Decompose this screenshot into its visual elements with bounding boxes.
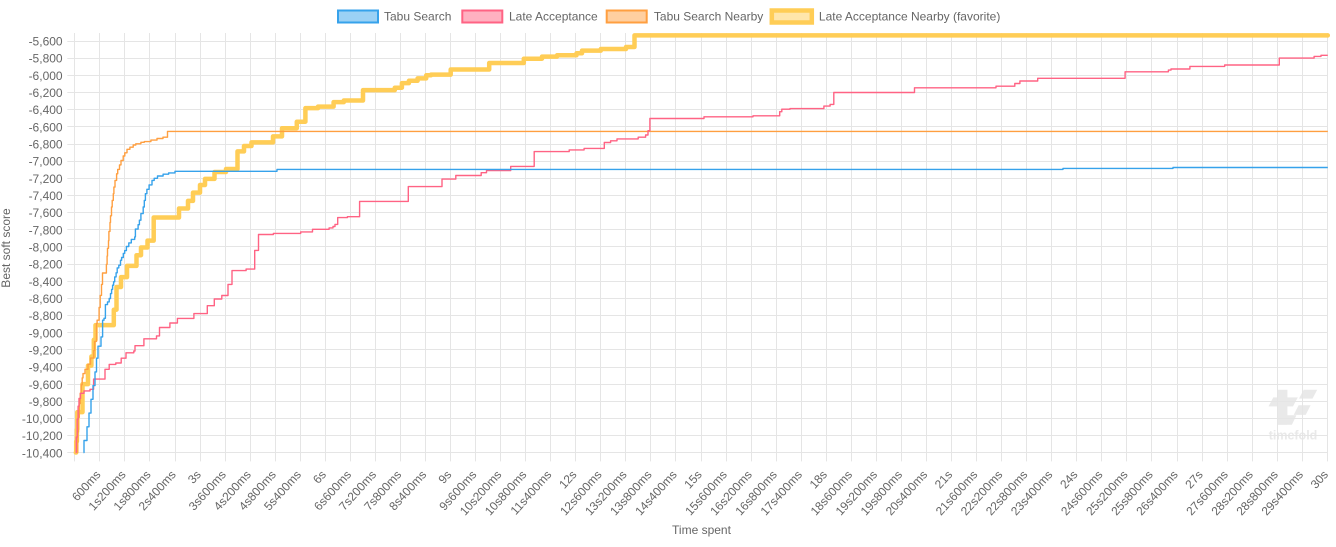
svg-text:-8,600: -8,600 <box>29 292 63 306</box>
svg-text:-6,200: -6,200 <box>29 86 63 100</box>
svg-text:-5,800: -5,800 <box>29 52 63 66</box>
svg-text:Time spent: Time spent <box>672 523 732 537</box>
svg-text:-9,600: -9,600 <box>29 378 63 392</box>
svg-text:-9,200: -9,200 <box>29 343 63 357</box>
svg-text:-7,600: -7,600 <box>29 206 63 220</box>
svg-text:-9,000: -9,000 <box>29 326 63 340</box>
svg-text:-7,200: -7,200 <box>29 172 63 186</box>
svg-text:-6,000: -6,000 <box>29 69 63 83</box>
svg-text:-10,400: -10,400 <box>22 446 63 460</box>
svg-text:-6,800: -6,800 <box>29 138 63 152</box>
svg-text:-10,000: -10,000 <box>22 412 63 426</box>
svg-text:-7,400: -7,400 <box>29 189 63 203</box>
svg-text:-8,400: -8,400 <box>29 275 63 289</box>
svg-text:Late Acceptance: Late Acceptance <box>509 10 598 24</box>
svg-text:-7,800: -7,800 <box>29 223 63 237</box>
svg-text:-9,800: -9,800 <box>29 395 63 409</box>
svg-text:-9,400: -9,400 <box>29 361 63 375</box>
svg-text:-7,000: -7,000 <box>29 155 63 169</box>
svg-text:-8,200: -8,200 <box>29 258 63 272</box>
svg-text:-10,200: -10,200 <box>22 429 63 443</box>
svg-text:Best soft score: Best soft score <box>0 208 13 288</box>
svg-text:Tabu Search Nearby: Tabu Search Nearby <box>654 10 763 24</box>
svg-text:-6,600: -6,600 <box>29 120 63 134</box>
svg-text:-8,000: -8,000 <box>29 241 63 255</box>
svg-text:Late Acceptance Nearby (favori: Late Acceptance Nearby (favorite) <box>819 10 1000 24</box>
svg-text:-6,400: -6,400 <box>29 103 63 117</box>
svg-text:-5,600: -5,600 <box>29 35 63 49</box>
svg-text:-8,800: -8,800 <box>29 309 63 323</box>
svg-text:Tabu Search: Tabu Search <box>384 10 451 24</box>
